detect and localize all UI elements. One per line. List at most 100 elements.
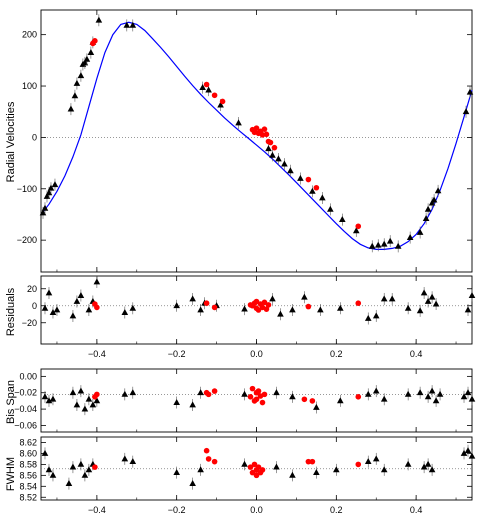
y-tick-label: −100 xyxy=(17,184,37,194)
triangle-point xyxy=(273,463,280,470)
triangle-point xyxy=(394,242,402,249)
triangle-point xyxy=(436,390,444,397)
circle-point xyxy=(305,303,312,310)
circle-point xyxy=(261,126,268,132)
circle-point xyxy=(263,306,270,312)
circle-point xyxy=(255,464,262,470)
triangle-point xyxy=(65,479,73,486)
circle-point xyxy=(355,300,362,307)
y-tick-label: 200 xyxy=(22,30,37,40)
triangle-point xyxy=(51,181,59,188)
triangle-point xyxy=(287,167,294,174)
circle-point xyxy=(309,458,316,465)
triangle-point xyxy=(41,304,49,311)
triangle-point xyxy=(129,458,137,465)
circle-point xyxy=(247,464,254,470)
circle-point xyxy=(203,300,210,307)
y-tick-label: 8.60 xyxy=(19,448,37,458)
circle-point xyxy=(305,176,312,183)
y-tick-label: −0.06 xyxy=(14,420,37,430)
triangle-point xyxy=(49,395,57,402)
x-tick-label: 0.4 xyxy=(410,505,423,515)
triangle-point xyxy=(217,101,224,108)
x-tick-label: −0.2 xyxy=(168,349,186,359)
circle-point xyxy=(355,461,362,468)
triangle-point xyxy=(93,397,101,404)
circle-point xyxy=(271,144,278,151)
triangle-point xyxy=(352,227,360,234)
triangle-point xyxy=(386,237,394,244)
triangle-point xyxy=(462,108,470,115)
triangle-point xyxy=(121,308,129,315)
triangle-point xyxy=(301,293,308,300)
triangle-point xyxy=(45,289,53,296)
triangle-point xyxy=(432,300,440,307)
triangle-point xyxy=(265,145,272,152)
y-tick-label: −20 xyxy=(22,318,37,328)
triangle-point xyxy=(41,449,49,456)
triangle-point xyxy=(424,460,432,467)
triangle-point xyxy=(468,395,476,402)
y-tick-label: 8.62 xyxy=(19,437,37,447)
x-tick-label: 0.0 xyxy=(250,349,263,359)
triangle-point xyxy=(372,312,380,319)
triangle-point xyxy=(241,390,248,397)
y-axis-label-fwhm: FWHM xyxy=(5,457,17,491)
triangle-point xyxy=(404,304,412,311)
triangle-point xyxy=(129,304,137,311)
circle-point xyxy=(92,464,98,470)
circle-point xyxy=(205,391,212,398)
triangle-point xyxy=(77,291,85,298)
circle-point xyxy=(94,391,100,398)
circle-point xyxy=(211,458,218,465)
y-tick-label: 8.58 xyxy=(19,459,37,469)
circle-point xyxy=(251,461,258,468)
triangle-point xyxy=(372,455,380,462)
model-curve xyxy=(40,21,473,250)
triangle-point xyxy=(241,305,248,312)
x-tick-label: −0.4 xyxy=(88,349,106,359)
triangle-point xyxy=(93,278,101,285)
x-tick-label: −0.4 xyxy=(88,505,106,515)
triangle-point xyxy=(313,469,320,476)
triangle-point xyxy=(289,471,296,478)
circle-point xyxy=(255,307,262,313)
triangle-point xyxy=(374,241,382,248)
triangle-point xyxy=(173,302,180,309)
triangle-point xyxy=(85,306,93,313)
triangle-point xyxy=(317,306,324,313)
x-tick-label: 0.2 xyxy=(330,505,343,515)
triangle-point xyxy=(428,199,436,206)
circle-point xyxy=(247,302,254,308)
circle-point xyxy=(211,92,218,99)
triangle-point xyxy=(129,389,137,396)
triangle-point xyxy=(73,79,81,86)
circle-point xyxy=(94,304,100,311)
triangle-point xyxy=(197,306,204,313)
triangle-point xyxy=(432,397,440,404)
circle-point xyxy=(219,98,226,105)
triangle-point xyxy=(337,397,344,404)
triangle-point xyxy=(45,397,53,404)
circle-point xyxy=(259,399,266,406)
triangle-point xyxy=(289,306,296,313)
y-axis-label-bis-span: Bis Span xyxy=(5,380,17,424)
circle-point xyxy=(309,398,316,404)
triangle-point xyxy=(39,209,47,216)
circle-point xyxy=(249,385,256,392)
triangle-point xyxy=(468,291,476,298)
triangle-point xyxy=(235,119,242,126)
triangle-point xyxy=(380,395,388,402)
triangle-point xyxy=(189,295,196,302)
triangle-point xyxy=(95,16,103,23)
triangle-point xyxy=(404,460,412,467)
triangle-point xyxy=(89,401,97,408)
triangle-point xyxy=(49,308,57,315)
triangle-point xyxy=(121,455,129,462)
triangle-point xyxy=(269,295,276,302)
triangle-point xyxy=(273,389,280,396)
triangle-point xyxy=(434,187,442,194)
circle-point xyxy=(261,391,268,398)
circle-point xyxy=(355,223,362,230)
